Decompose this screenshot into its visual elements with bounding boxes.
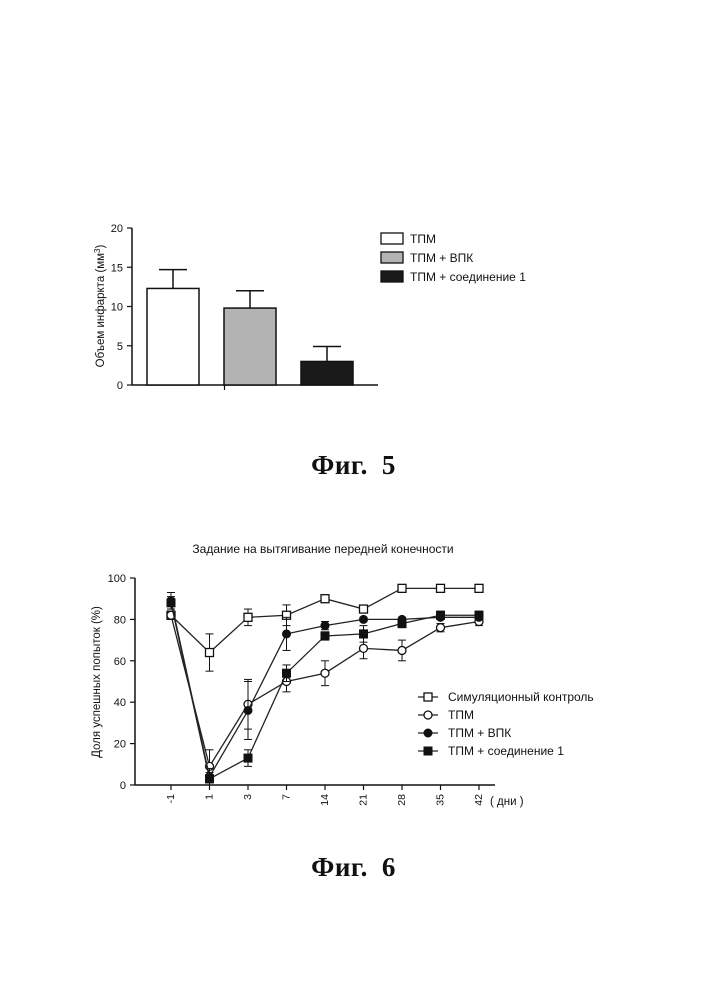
data-point [283, 669, 291, 677]
y-tick-label: 15 [111, 262, 123, 274]
data-point [398, 646, 406, 654]
bar [301, 361, 353, 385]
x-tick-label: 42 [473, 794, 485, 806]
data-point [283, 630, 291, 638]
x-tick-label: 28 [396, 794, 408, 806]
x-tick-label: -1 [165, 794, 177, 803]
x-tick-label: 21 [358, 794, 370, 806]
legend-label: ТПМ [410, 232, 436, 246]
y-tick-label: 60 [114, 656, 126, 668]
infarct-volume-bar-chart: 0 5 10 15 20 Объем инфаркта (мм3) ТПМ ТПМ + В… [0, 210, 707, 410]
data-point [321, 595, 329, 603]
bar [147, 288, 199, 385]
y-tick-label: 5 [117, 341, 123, 353]
legend-swatch [381, 233, 403, 244]
x-tick-label: 7 [281, 794, 293, 800]
y-tick-label: 0 [120, 780, 126, 792]
figure-5-caption: Фиг.5 [0, 450, 707, 481]
patent-figure-page: { "figures": [ {"label": "Фиг.", "number… [0, 0, 707, 1000]
data-point [360, 630, 368, 638]
x-tick-label: 1 [204, 794, 216, 800]
y-axis-label: Доля успешных попыток (%) [91, 606, 103, 758]
legend-label: ТПМ + ВПК [410, 251, 473, 265]
legend-marker [424, 729, 432, 737]
legend-swatch [381, 252, 403, 263]
y-tick-label: 10 [111, 302, 123, 314]
data-point [244, 706, 252, 714]
y-axis-label: Объем инфаркта (мм3) [93, 244, 108, 367]
data-point [244, 754, 252, 762]
x-tick-label: 14 [319, 794, 331, 806]
data-point [437, 611, 445, 619]
y-tick-label: 0 [117, 380, 123, 392]
data-point [360, 605, 368, 613]
legend-swatch [381, 271, 403, 282]
data-point [360, 644, 368, 652]
data-point [398, 584, 406, 592]
legend-marker [424, 693, 432, 701]
figure-6-caption: Фиг.6 [0, 852, 707, 883]
data-point [475, 611, 483, 619]
bar [224, 308, 276, 385]
series-circle-filled [167, 592, 483, 785]
data-point [206, 649, 214, 657]
data-point [244, 613, 252, 621]
data-point [321, 632, 329, 640]
legend-marker [424, 711, 432, 719]
y-tick-label: 40 [114, 697, 126, 709]
legend-marker [424, 747, 432, 755]
data-point [321, 669, 329, 677]
data-point [167, 599, 175, 607]
data-point [475, 584, 483, 592]
chart-title: Задание на вытягивание передней конечнос… [192, 542, 453, 556]
data-point [321, 622, 329, 630]
data-point [206, 775, 214, 783]
legend-label: ТПМ + соединение 1 [448, 744, 564, 758]
x-tick-label: 35 [435, 794, 447, 806]
y-tick-label: 80 [114, 614, 126, 626]
x-tick-label: 3 [242, 794, 254, 800]
data-point [398, 620, 406, 628]
y-tick-label: 20 [111, 223, 123, 235]
data-point [437, 584, 445, 592]
legend-label: ТПМ + ВПК [448, 726, 511, 740]
data-point [437, 624, 445, 632]
x-axis-unit-label: ( дни ) [490, 796, 524, 808]
data-point [360, 615, 368, 623]
legend-label: Симуляционный контроль [448, 690, 594, 704]
y-tick-label: 100 [108, 573, 126, 585]
forelimb-reaching-line-chart: Задание на вытягивание передней конечнос… [0, 530, 707, 830]
legend-label: ТПМ [448, 708, 474, 722]
legend-label: ТПМ + соединение 1 [410, 270, 526, 284]
y-tick-label: 20 [114, 739, 126, 751]
